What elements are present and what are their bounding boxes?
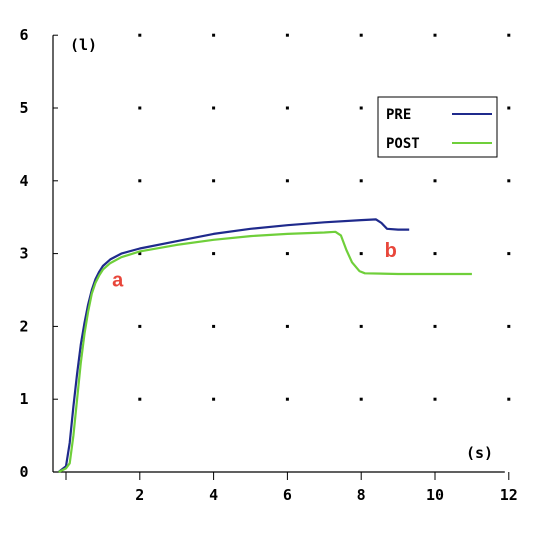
grid-dot — [138, 33, 142, 37]
grid-dot — [212, 397, 216, 401]
grid-dot — [138, 324, 142, 328]
y-tick-labels: 0 1 2 3 4 5 6 — [19, 26, 28, 481]
grid-dot — [285, 106, 289, 110]
grid-dot — [212, 106, 216, 110]
y-unit-label: (l) — [70, 36, 97, 54]
grid-dot — [359, 106, 363, 110]
grid-dot — [138, 179, 142, 183]
y-tick-label: 3 — [19, 245, 28, 263]
grid-dot — [507, 252, 511, 256]
grid-dot — [212, 324, 216, 328]
annotation-a: a — [112, 269, 124, 291]
grid-dot — [359, 252, 363, 256]
grid-dot — [138, 397, 142, 401]
grid-dot — [359, 179, 363, 183]
grid-dot — [212, 252, 216, 256]
grid-dot — [138, 252, 142, 256]
grid-dot — [507, 397, 511, 401]
grid-dot — [285, 179, 289, 183]
grid-dot — [138, 106, 142, 110]
grid-dot — [507, 106, 511, 110]
x-tick-label: 6 — [283, 486, 292, 504]
x-unit-label: (s) — [466, 444, 493, 462]
legend: PRE POST — [377, 96, 498, 158]
grid-dot — [507, 324, 511, 328]
x-tick-label: 8 — [357, 486, 366, 504]
grid-dot — [433, 179, 437, 183]
y-tick-label: 5 — [19, 99, 28, 117]
grid-dot — [285, 397, 289, 401]
x-tick-label: 10 — [426, 486, 444, 504]
annotations: ab — [112, 240, 397, 291]
legend-box — [377, 96, 498, 158]
grid-dot — [507, 33, 511, 37]
grid-dot — [212, 33, 216, 37]
series-line-post — [58, 230, 472, 473]
legend-label-post: POST — [386, 136, 420, 152]
grid-dot — [433, 252, 437, 256]
grid-dot — [433, 397, 437, 401]
grid-dot — [285, 324, 289, 328]
grid-dot — [359, 397, 363, 401]
y-tick-label: 4 — [19, 172, 28, 190]
series-lines — [57, 218, 472, 473]
x-tick-labels: 2 4 6 8 10 12 — [135, 486, 518, 504]
x-tick-label: 12 — [500, 486, 518, 504]
grid-dot — [285, 252, 289, 256]
grid-dot — [359, 324, 363, 328]
grid-dot — [359, 33, 363, 37]
axes — [52, 34, 510, 480]
x-tick-label: 4 — [209, 486, 218, 504]
grid-dots — [138, 33, 511, 401]
y-tick-label: 1 — [19, 390, 28, 408]
x-tick-label: 2 — [135, 486, 144, 504]
series-line-pre — [57, 218, 410, 473]
grid-dot — [433, 324, 437, 328]
grid-dot — [433, 33, 437, 37]
y-tick-label: 0 — [19, 463, 28, 481]
annotation-b: b — [385, 240, 397, 262]
grid-dot — [507, 179, 511, 183]
y-tick-label: 2 — [19, 317, 28, 335]
legend-label-pre: PRE — [386, 107, 411, 123]
grid-dot — [212, 179, 216, 183]
grid-dot — [285, 33, 289, 37]
y-tick-label: 6 — [19, 26, 28, 44]
